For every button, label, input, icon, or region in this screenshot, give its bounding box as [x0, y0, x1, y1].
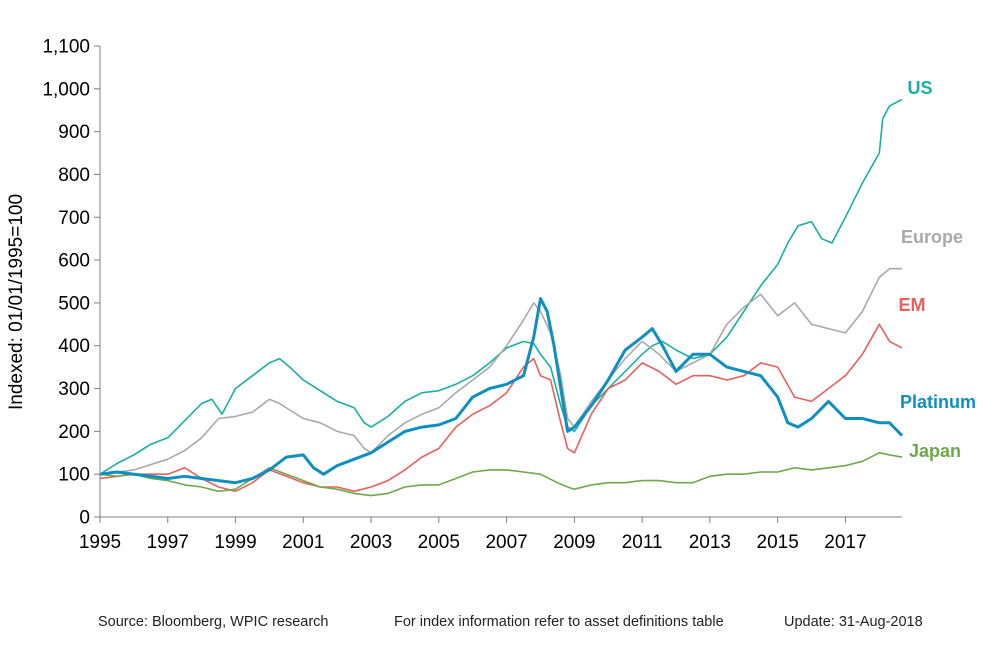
x-tick-label: 2007 [485, 532, 527, 553]
axes-layer [99, 46, 902, 518]
y-tick-label: 1,000 [42, 79, 90, 100]
x-tick-label: 2005 [418, 532, 460, 553]
y-tick-label: 900 [58, 122, 90, 143]
y-axis-title: Indexed: 01/01/1995=100 [6, 194, 27, 410]
footer-note: For index information refer to asset def… [394, 614, 724, 630]
x-tick-label: 1999 [214, 532, 256, 553]
y-tick-label: 800 [58, 165, 90, 186]
x-tick-label: 2011 [622, 532, 663, 553]
x-tick-label: 2003 [350, 532, 392, 553]
x-tick-label: 1997 [147, 532, 189, 553]
series-label-japan: Japan [909, 441, 961, 461]
y-tick-label: 0 [79, 508, 90, 529]
series-label-us: US [907, 78, 932, 98]
x-tick-label: 2013 [689, 532, 731, 553]
y-ticks: 0 100 200 300 400 500 600 700 800 900 1,000 1,100 [42, 37, 100, 529]
series-layer [99, 98, 904, 497]
y-tick-label: 300 [58, 379, 90, 400]
series-label-europe: Europe [901, 227, 963, 247]
y-tick-label: 500 [58, 293, 90, 314]
y-tick-label: 1,100 [42, 37, 90, 58]
series-line-europe [99, 267, 902, 475]
y-tick-label: 400 [58, 336, 90, 357]
series-line-us [99, 98, 903, 475]
x-tick-label: 2009 [553, 532, 595, 553]
footer-source: Source: Bloomberg, WPIC research [98, 614, 329, 630]
series-label-platinum: Platinum [900, 392, 976, 412]
y-tick-label: 700 [58, 208, 90, 229]
x-tick-label: 2017 [824, 532, 866, 553]
series-line-japan [99, 451, 903, 497]
x-ticks: 1995 1997 1999 2001 2003 2005 2007 2009 2011 2013… [79, 517, 867, 553]
x-tick-label: 2015 [757, 532, 799, 553]
series-label-em: EM [899, 295, 926, 315]
x-tick-label: 2001 [282, 532, 324, 553]
series-line-em [99, 323, 903, 493]
y-tick-label: 200 [58, 422, 90, 443]
y-tick-label: 100 [58, 465, 90, 486]
x-tick-label: 1995 [79, 532, 121, 553]
footer-update: Update: 31-Aug-2018 [784, 614, 923, 630]
series-line-platinum [99, 297, 904, 485]
series-labels: US Europe EM Platinum Japan [899, 78, 977, 461]
y-tick-label: 600 [58, 251, 90, 272]
